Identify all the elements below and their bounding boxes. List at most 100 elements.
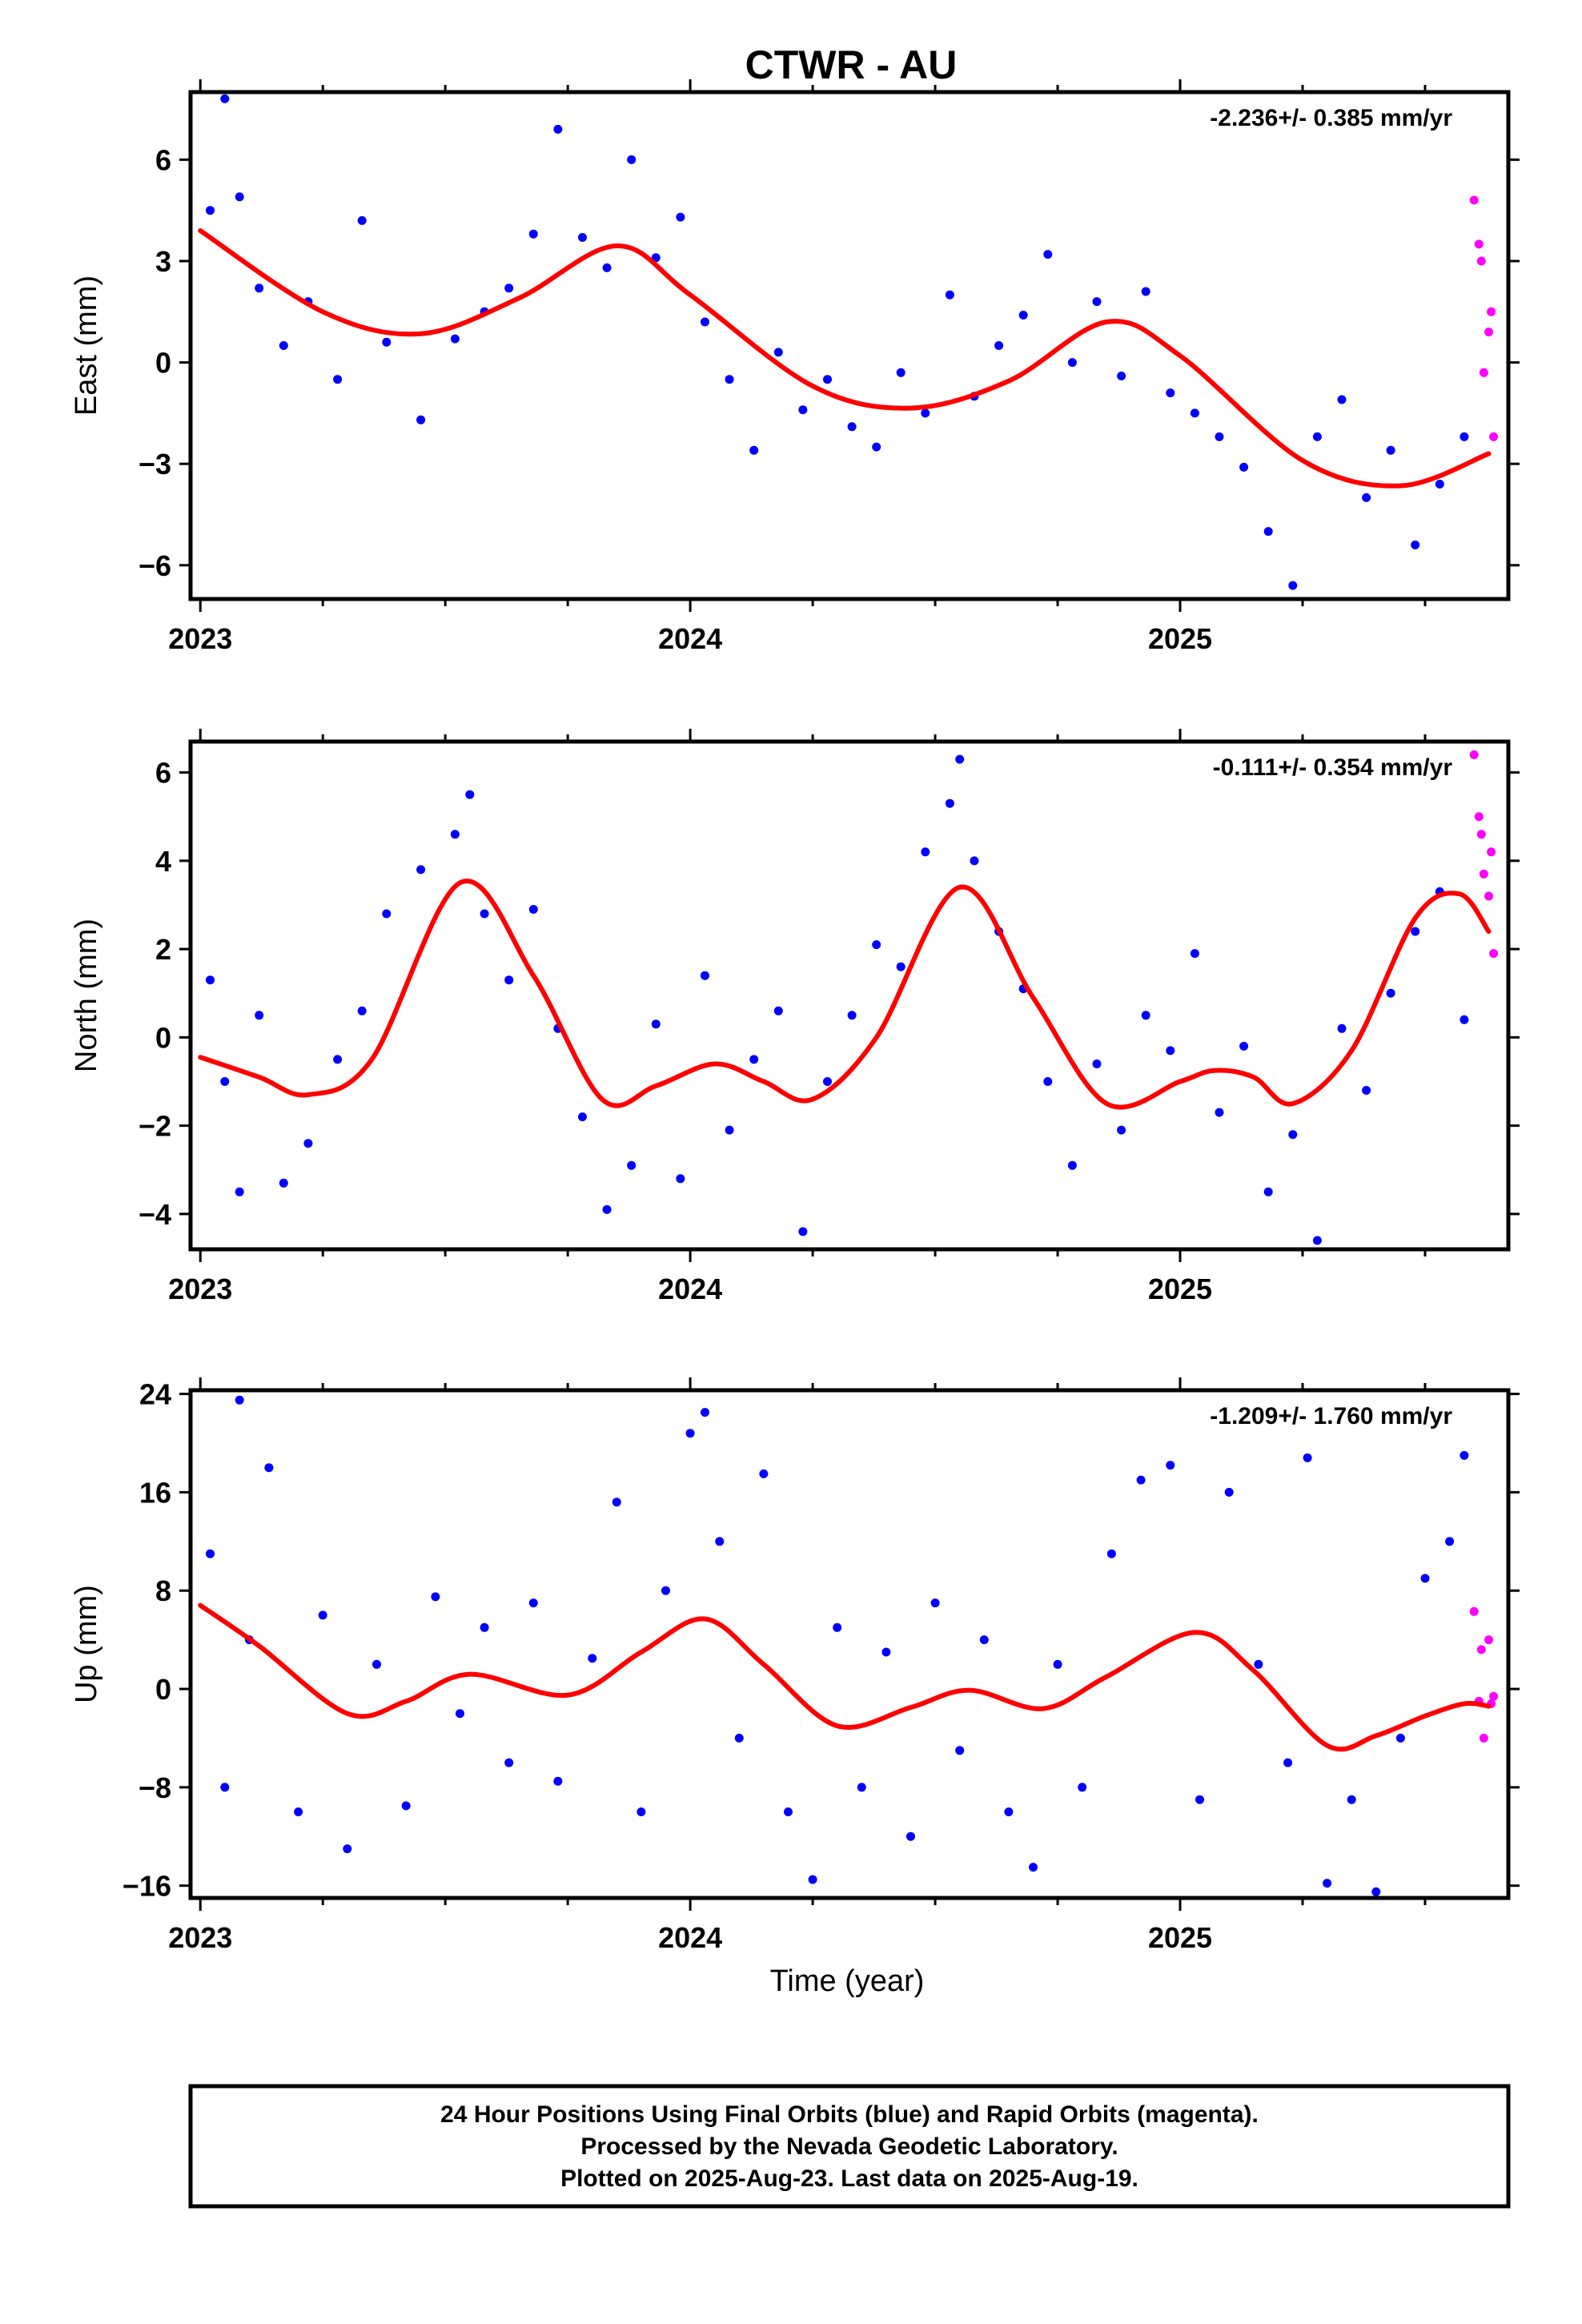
north-final-point xyxy=(416,865,426,875)
east-final-point xyxy=(1141,287,1150,296)
up-marks xyxy=(198,1395,1499,1896)
up-final-point xyxy=(480,1622,489,1632)
up-final-point xyxy=(661,1586,670,1595)
up-final-point xyxy=(1224,1487,1234,1497)
north-final-point xyxy=(206,975,215,985)
north-rapid-point xyxy=(1489,949,1499,959)
east-x-tick-label: 2025 xyxy=(1148,622,1212,655)
east-final-point xyxy=(1067,358,1077,368)
up-final-point xyxy=(1283,1758,1293,1767)
north-rapid-point xyxy=(1469,750,1479,759)
up-rapid-point xyxy=(1476,1645,1486,1655)
up-final-point xyxy=(1053,1659,1062,1669)
east-final-point xyxy=(602,263,612,272)
east-frame xyxy=(188,90,1511,601)
figure-title: CTWR - AU xyxy=(745,42,958,87)
north-y-tick-label: −4 xyxy=(139,1198,171,1231)
up-final-point xyxy=(759,1469,769,1478)
north-final-point xyxy=(1411,927,1420,936)
east-final-point xyxy=(333,375,343,384)
north-final-point xyxy=(303,1139,313,1148)
north-y-tick-label: 2 xyxy=(155,933,171,966)
up-y-tick-label: 8 xyxy=(155,1574,171,1607)
footer-line-3: Plotted on 2025-Aug-23. Last data on 202… xyxy=(560,2165,1138,2192)
east-rapid-point xyxy=(1476,256,1486,266)
east-final-point xyxy=(1239,462,1249,472)
north-y-axis-label: North (mm) xyxy=(70,919,103,1072)
east-y-tick-label: 0 xyxy=(155,347,171,380)
up-rapid-point xyxy=(1469,1606,1479,1616)
north-frame xyxy=(188,739,1511,1252)
east-y-axis-label: East (mm) xyxy=(70,275,103,416)
north-final-point xyxy=(1043,1077,1053,1086)
north-final-point xyxy=(1386,988,1395,998)
north-final-point xyxy=(701,971,709,980)
east-fit-line xyxy=(198,228,1492,489)
up-final-point xyxy=(528,1598,538,1608)
up-y-axis-label: Up (mm) xyxy=(70,1585,103,1703)
up-x-tick-label: 2024 xyxy=(658,1921,722,1954)
north-final-point xyxy=(1166,1046,1175,1055)
east-final-point xyxy=(1435,480,1444,489)
up-x-tick-label: 2025 xyxy=(1148,1921,1212,1954)
east-final-point xyxy=(798,405,808,415)
north-final-point xyxy=(528,905,538,914)
east-rapid-point xyxy=(1487,307,1496,316)
up-x-tick-label: 2023 xyxy=(168,1921,232,1954)
east-final-point xyxy=(1190,408,1199,418)
up-final-point xyxy=(930,1598,940,1608)
north-final-point xyxy=(945,798,954,808)
north-final-point xyxy=(578,1112,587,1122)
up-final-point xyxy=(734,1733,744,1743)
up-final-point xyxy=(857,1783,866,1792)
east-final-point xyxy=(578,233,587,242)
east-y-tick-label: −6 xyxy=(139,549,171,582)
east-final-point xyxy=(279,341,288,350)
time-axis-label: Time (year) xyxy=(770,1964,925,1998)
up-final-point xyxy=(955,1746,965,1755)
up-final-point xyxy=(1303,1453,1312,1462)
up-final-point xyxy=(1106,1549,1116,1558)
up-final-point xyxy=(833,1622,842,1632)
east-final-point xyxy=(450,334,460,344)
north-final-point xyxy=(847,1011,857,1020)
up-final-point xyxy=(701,1408,709,1417)
east-rapid-point xyxy=(1489,432,1499,441)
up-final-point xyxy=(1420,1574,1430,1583)
east-marks xyxy=(198,94,1499,590)
east-final-point xyxy=(1362,493,1371,502)
north-final-point xyxy=(749,1055,759,1064)
up-final-point xyxy=(343,1844,352,1854)
up-rapid-point xyxy=(1479,1733,1488,1743)
north-final-point xyxy=(627,1160,636,1170)
north-final-point xyxy=(823,1077,832,1086)
up-rate-label: -1.209+/- 1.760 mm/yr xyxy=(1210,1403,1452,1429)
east-panel: 6 3 0 −3 −6 2023 2024 2025 East (mm) -2.236+/- 0.… xyxy=(70,79,1520,655)
east-final-point xyxy=(627,155,636,164)
east-final-point xyxy=(1337,395,1347,404)
north-final-point xyxy=(725,1125,734,1135)
up-final-point xyxy=(1136,1475,1146,1485)
east-final-point xyxy=(1117,372,1126,380)
east-rate-label: -2.236+/- 0.385 mm/yr xyxy=(1210,105,1452,131)
north-final-point xyxy=(450,830,460,839)
north-final-point xyxy=(872,940,881,950)
east-y-tick-label: 6 xyxy=(155,143,171,176)
up-final-point xyxy=(235,1395,244,1405)
north-panel: 6 4 2 0 −2 −4 2023 2024 2025 North (mm) -0.111+/- … xyxy=(70,729,1520,1305)
up-final-point xyxy=(685,1429,695,1438)
north-rapid-point xyxy=(1476,830,1486,839)
east-final-point xyxy=(945,290,954,300)
north-final-point xyxy=(465,790,475,799)
north-final-point xyxy=(1215,1108,1224,1117)
up-y-tick-label: −16 xyxy=(122,1870,171,1903)
north-final-point xyxy=(1362,1086,1371,1095)
east-final-point xyxy=(382,337,391,347)
north-final-point xyxy=(504,975,514,985)
up-final-point xyxy=(1371,1887,1381,1896)
north-final-point xyxy=(357,1006,367,1015)
north-rate-label: -0.111+/- 0.354 mm/yr xyxy=(1213,754,1453,781)
up-panel: 24 16 8 0 −8 −16 2023 2024 2025 Up (mm) -1.209+/- … xyxy=(70,1377,1520,1954)
north-final-point xyxy=(279,1178,288,1188)
east-final-point xyxy=(1386,445,1395,455)
